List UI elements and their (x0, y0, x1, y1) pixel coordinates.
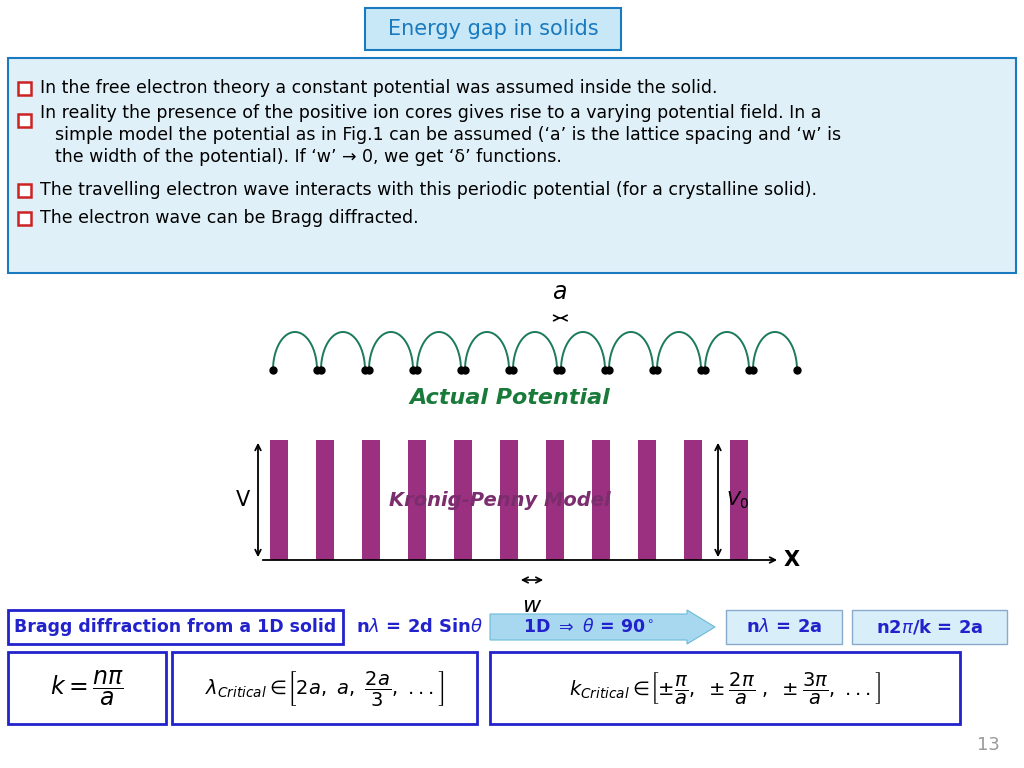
Bar (8, 652, 166, 724)
Text: The electron wave can be Bragg diffracted.: The electron wave can be Bragg diffracte… (40, 209, 419, 227)
Bar (362, 440, 380, 560)
Polygon shape (490, 610, 715, 644)
Text: In the free electron theory a constant potential was assumed inside the solid.: In the free electron theory a constant p… (40, 79, 718, 97)
Bar (730, 440, 748, 560)
Bar (365, 8, 621, 50)
Bar (316, 440, 334, 560)
Text: 1D $\Rightarrow$ $\theta$ = 90$^\circ$: 1D $\Rightarrow$ $\theta$ = 90$^\circ$ (522, 618, 654, 636)
Text: $k_{Critical} \in \!\left[ \pm\dfrac{\pi}{a},\ \pm\dfrac{2\pi}{a}\ ,\ \pm\dfrac{: $k_{Critical} \in \!\left[ \pm\dfrac{\pi… (568, 670, 882, 706)
Text: $w$: $w$ (522, 596, 542, 616)
Text: n$\lambda$ = 2a: n$\lambda$ = 2a (745, 618, 822, 636)
Bar (454, 440, 472, 560)
Text: Kronig-Penny Model: Kronig-Penny Model (389, 491, 610, 509)
Text: $k = \dfrac{n\pi}{a}$: $k = \dfrac{n\pi}{a}$ (50, 668, 124, 707)
Text: Energy gap in solids: Energy gap in solids (388, 19, 598, 39)
Bar (18, 114, 31, 127)
Text: $\lambda_{Critical} \in \!\left[ 2a,\ a,\ \dfrac{2a}{3},\ ...\right]$: $\lambda_{Critical} \in \!\left[ 2a,\ a,… (205, 668, 444, 707)
Text: $V_0$: $V_0$ (726, 489, 750, 511)
Bar (18, 81, 31, 94)
Text: Bragg diffraction from a 1D solid: Bragg diffraction from a 1D solid (14, 618, 337, 636)
Bar (172, 652, 477, 724)
Bar (726, 610, 842, 644)
Bar (18, 211, 31, 224)
Bar (852, 610, 1007, 644)
Text: the width of the potential). If ‘w’ → 0, we get ‘δ’ functions.: the width of the potential). If ‘w’ → 0,… (55, 148, 562, 166)
Text: V: V (236, 490, 250, 510)
Bar (18, 184, 31, 197)
Bar (546, 440, 564, 560)
Bar (408, 440, 426, 560)
Bar (8, 610, 343, 644)
Bar (490, 652, 961, 724)
Bar (638, 440, 656, 560)
Bar (684, 440, 702, 560)
Text: 13: 13 (977, 736, 1000, 754)
Bar (8, 58, 1016, 273)
Text: Actual Potential: Actual Potential (410, 388, 610, 408)
Text: X: X (784, 550, 800, 570)
Text: In reality the presence of the positive ion cores gives rise to a varying potent: In reality the presence of the positive … (40, 104, 821, 122)
Text: n2$\pi$/k = 2a: n2$\pi$/k = 2a (876, 617, 983, 637)
Bar (500, 440, 518, 560)
Text: The travelling electron wave interacts with this periodic potential (for a cryst: The travelling electron wave interacts w… (40, 181, 817, 199)
Text: simple model the potential as in Fig.1 can be assumed (‘a’ is the lattice spacin: simple model the potential as in Fig.1 c… (55, 126, 841, 144)
Bar (592, 440, 610, 560)
Text: $a$: $a$ (552, 280, 566, 304)
Bar (270, 440, 288, 560)
Text: n$\lambda$ = 2d Sin$\theta$: n$\lambda$ = 2d Sin$\theta$ (356, 618, 483, 636)
